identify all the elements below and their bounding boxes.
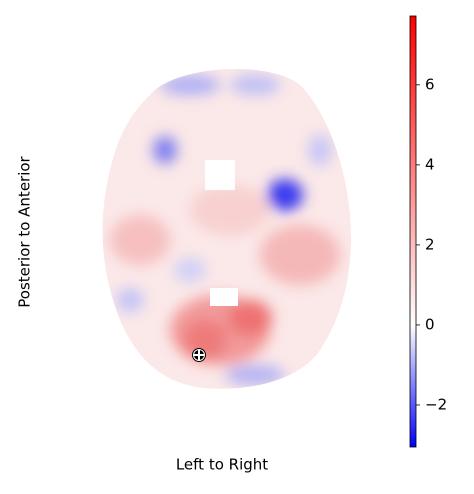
- colorbar-fill: [409, 15, 417, 448]
- colorbar-tick-label: −2: [425, 395, 447, 413]
- colorbar-tick-label: 0: [425, 315, 435, 333]
- colorbar-tick-label: 4: [425, 155, 435, 173]
- crosshair-marker: [192, 348, 206, 362]
- colorbar-tick-label: 2: [425, 235, 435, 253]
- brain-image: [102, 68, 351, 389]
- colorbar-tick-label: 6: [425, 75, 435, 93]
- colorbar: −2 0 2 4 6: [409, 15, 447, 448]
- x-axis-label: Left to Right: [176, 456, 268, 474]
- y-axis-label: Posterior to Anterior: [16, 155, 34, 307]
